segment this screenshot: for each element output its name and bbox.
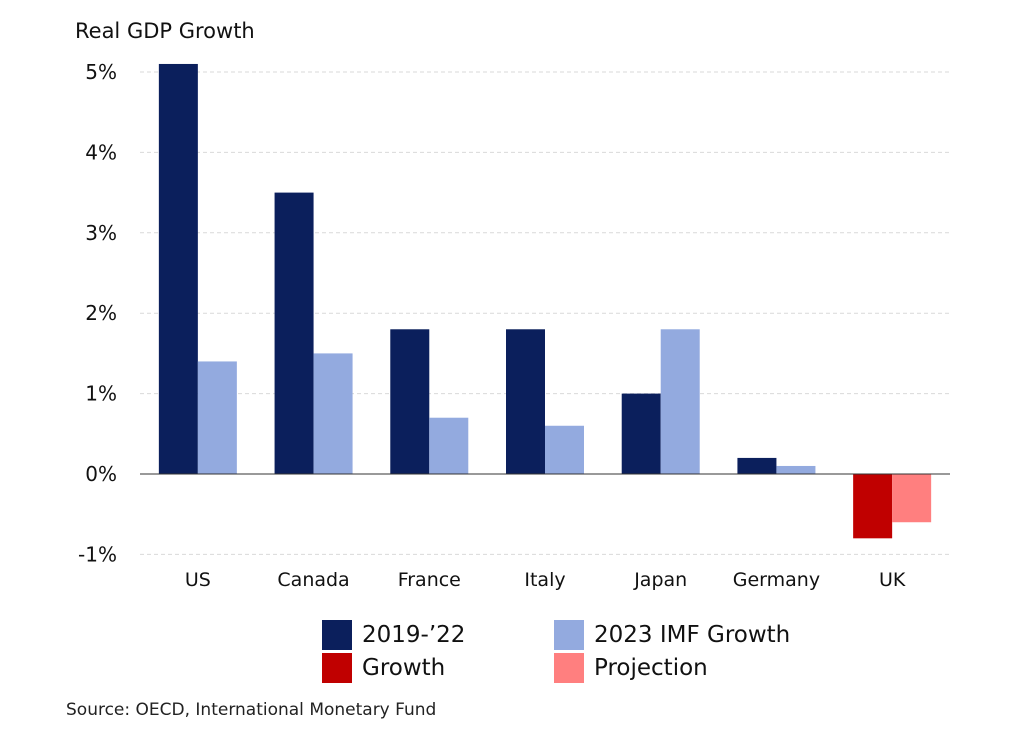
- bar-uk-series-1: [853, 474, 893, 539]
- legend-label-projection: Projection: [594, 655, 708, 681]
- x-tick-label: UK: [879, 569, 906, 591]
- bar-canada-series-1: [274, 192, 314, 474]
- bar-japan-series-1: [621, 393, 661, 474]
- bar-us-series-2: [197, 361, 237, 474]
- bar-germany-series-2: [776, 465, 816, 474]
- legend-label-growth: Growth: [362, 655, 446, 681]
- legend-item-growth: Growth: [322, 653, 445, 683]
- bar-italy-series-1: [506, 329, 545, 474]
- y-tick-label: 4%: [85, 140, 117, 164]
- x-tick-label: Germany: [733, 569, 820, 591]
- y-tick-label: 3%: [85, 221, 117, 245]
- legend-item-series-2: 2023 IMF Growth: [554, 620, 790, 650]
- bar-germany-series-1: [737, 457, 777, 474]
- bar-us-series-1: [158, 63, 198, 475]
- x-tick-label: France: [398, 569, 461, 591]
- legend-swatch-series-1: [322, 620, 352, 650]
- y-tick-label: 1%: [85, 382, 117, 406]
- legend-label-series-2: 2023 IMF Growth: [594, 622, 791, 648]
- legend-item-projection: Projection: [554, 653, 708, 683]
- x-tick-label: US: [185, 569, 211, 591]
- legend-label-series-1: 2019-’22: [362, 622, 466, 648]
- source-note: Source: OECD, International Monetary Fun…: [66, 700, 437, 720]
- legend: 2019-’22 2023 IMF Growth Growth Projecti…: [322, 620, 842, 686]
- legend-swatch-projection: [554, 653, 584, 683]
- x-tick-label: Canada: [277, 569, 349, 591]
- bar-canada-series-2: [313, 353, 353, 474]
- y-tick-label: 2%: [85, 301, 117, 325]
- legend-item-series-1: 2019-’22: [322, 620, 465, 650]
- bar-france-series-1: [390, 329, 430, 474]
- legend-swatch-growth: [322, 653, 352, 683]
- y-tick-label: 5%: [85, 60, 117, 84]
- bar-italy-series-2: [545, 425, 584, 474]
- bar-japan-series-2: [660, 329, 700, 474]
- x-tick-label: Italy: [524, 569, 565, 591]
- legend-swatch-series-2: [554, 620, 584, 650]
- x-tick-label: Japan: [633, 569, 687, 591]
- y-axis-title: Real GDP Growth: [75, 19, 255, 43]
- bar-france-series-2: [429, 417, 469, 474]
- y-tick-label: -1%: [78, 542, 117, 566]
- bar-uk-series-2: [892, 474, 932, 523]
- y-tick-label: 0%: [85, 462, 117, 486]
